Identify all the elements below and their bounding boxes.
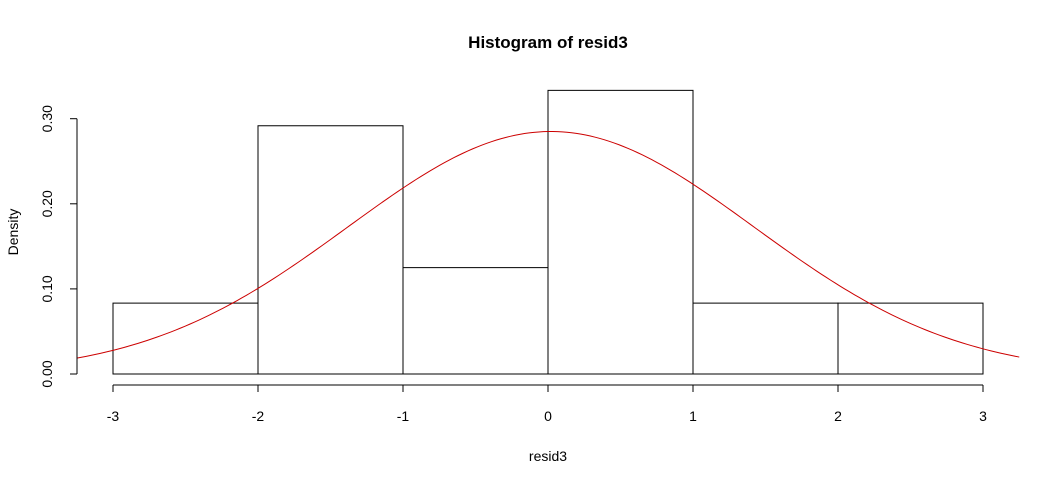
histogram-bar-2 — [257, 125, 404, 375]
y-tick-label: 0.00 — [39, 360, 55, 387]
y-tick-label: 0.30 — [39, 105, 55, 132]
y-axis: 0.00 0.10 0.20 0.30 — [39, 105, 78, 388]
density-curve-layer — [76, 131, 1020, 359]
x-axis: -3 -2 -1 0 1 2 3 — [107, 384, 987, 424]
chart-title: Histogram of resid3 — [468, 33, 628, 52]
y-tick-label: 0.10 — [39, 275, 55, 302]
histogram-bar-4 — [547, 89, 694, 375]
histogram-bar-1 — [112, 302, 259, 375]
histogram-bar-5 — [692, 302, 839, 375]
x-axis-label: resid3 — [529, 448, 567, 464]
y-axis-label: Density — [5, 209, 21, 256]
x-tick-label: -2 — [252, 408, 265, 424]
x-tick-label: 2 — [834, 408, 842, 424]
x-tick-label: 1 — [689, 408, 697, 424]
histogram-bar-6 — [837, 302, 984, 375]
histogram-bar-3 — [402, 267, 549, 375]
y-tick-label: 0.20 — [39, 190, 55, 217]
x-tick-label: 0 — [544, 408, 552, 424]
x-tick-label: -3 — [107, 408, 120, 424]
x-tick-label: 3 — [979, 408, 987, 424]
x-tick-label: -1 — [397, 408, 410, 424]
histogram-bars — [112, 89, 984, 375]
normal-density-curve — [76, 131, 1020, 359]
